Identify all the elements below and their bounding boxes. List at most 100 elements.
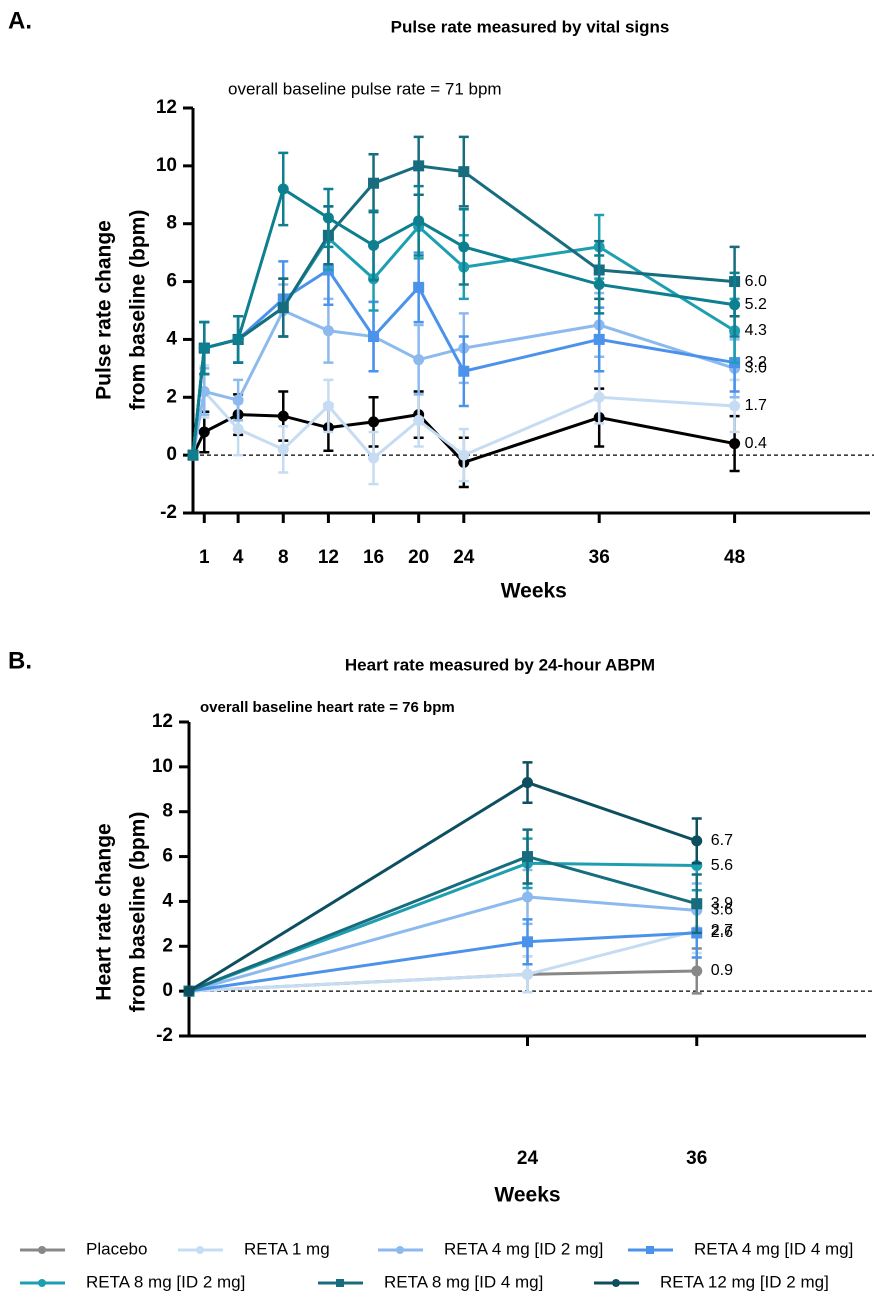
panel-label: A. xyxy=(8,7,32,34)
series: 6.0 xyxy=(187,135,767,461)
y-tick-label: 8 xyxy=(162,801,173,822)
x-tick-label: 4 xyxy=(233,547,244,568)
marker xyxy=(646,1246,654,1254)
x-tick-label: 24 xyxy=(517,1148,539,1169)
marker xyxy=(322,212,334,224)
data-label: 1.7 xyxy=(745,397,767,414)
marker xyxy=(198,386,210,397)
y-tick-label: 6 xyxy=(162,846,173,867)
marker xyxy=(691,835,703,847)
annotation: overall baseline heart rate = 76 bpm xyxy=(200,699,455,716)
data-label: 5.2 xyxy=(745,296,767,313)
x-tick-label: 48 xyxy=(724,547,745,568)
y-tick-label: 0 xyxy=(162,980,173,1001)
y-tick-label: 0 xyxy=(166,444,177,465)
marker xyxy=(413,160,425,172)
marker xyxy=(522,891,533,903)
marker xyxy=(38,1246,46,1254)
marker xyxy=(38,1279,46,1287)
data-label: 2.6 xyxy=(711,924,733,941)
chart-title: Heart rate measured by 24-hour ABPM xyxy=(345,655,655,674)
x-tick-label: 1 xyxy=(199,547,210,568)
marker xyxy=(196,1246,204,1254)
y-tick-label: 8 xyxy=(166,213,177,234)
marker xyxy=(368,416,380,428)
marker xyxy=(232,333,244,345)
marker xyxy=(729,299,741,311)
legend-label: RETA 4 mg [ID 2 mg] xyxy=(444,1239,603,1258)
marker xyxy=(277,410,289,422)
legend: Placebo RETA 1 mg RETA 4 mg [ID 2 mg] RETA … xyxy=(20,1239,853,1291)
marker xyxy=(232,423,244,435)
y-axis-label: from baseline (bpm) xyxy=(127,210,150,411)
series-line xyxy=(191,413,735,465)
marker xyxy=(368,331,380,343)
y-tick-label: 10 xyxy=(156,155,177,176)
data-label: 6.0 xyxy=(745,273,767,290)
legend-label: RETA 12 mg [ID 2 mg] xyxy=(660,1272,829,1291)
panel-label: B. xyxy=(8,647,32,674)
x-tick-label: 12 xyxy=(318,547,339,568)
y-tick-label: 12 xyxy=(156,97,177,118)
marker xyxy=(198,426,210,438)
data-label: 3.9 xyxy=(711,895,733,912)
marker xyxy=(691,965,703,977)
marker xyxy=(729,438,741,450)
x-axis-label: Weeks xyxy=(494,1184,560,1207)
marker xyxy=(458,166,470,178)
series-line xyxy=(191,308,736,456)
marker xyxy=(522,777,533,789)
marker xyxy=(183,985,195,997)
y-tick-label: 2 xyxy=(166,386,177,407)
legend-label: RETA 8 mg [ID 2 mg] xyxy=(86,1272,245,1291)
legend-label: Placebo xyxy=(86,1239,147,1258)
y-tick-label: -2 xyxy=(160,502,177,523)
series: 3.2 xyxy=(187,234,767,461)
marker xyxy=(368,452,380,464)
series: 5.2 xyxy=(187,151,767,461)
marker xyxy=(413,281,425,293)
x-tick-label: 20 xyxy=(408,547,429,568)
marker xyxy=(522,851,533,863)
series-line xyxy=(191,186,735,456)
marker xyxy=(336,1279,344,1287)
marker xyxy=(198,342,210,354)
y-axis-label: from baseline (bpm) xyxy=(127,812,150,1013)
data-label: 5.6 xyxy=(711,857,733,874)
series: 2.6 xyxy=(183,906,733,997)
legend-label: RETA 4 mg [ID 4 mg] xyxy=(694,1239,853,1258)
y-axis-label: Heart rate change xyxy=(93,823,116,1000)
series: 1.7 xyxy=(187,364,767,486)
chart-panel: B. Heart rate measured by 24-hour ABPM ove… xyxy=(8,647,874,1207)
series-line xyxy=(191,388,735,461)
y-axis-label: Pulse rate change xyxy=(93,220,116,400)
data-label: 3.6 xyxy=(711,902,733,919)
marker xyxy=(522,936,533,948)
data-label: 0.9 xyxy=(711,962,733,979)
data-label: 3.2 xyxy=(745,354,767,371)
data-label: 6.7 xyxy=(711,832,733,849)
marker xyxy=(322,325,334,337)
marker xyxy=(612,1279,620,1287)
data-label: 2.7 xyxy=(711,922,733,939)
marker xyxy=(593,278,605,290)
marker xyxy=(413,215,425,227)
marker xyxy=(593,333,605,345)
marker xyxy=(368,239,380,251)
marker xyxy=(593,391,605,403)
chart-panel: A. Pulse rate measured by vital signs over… xyxy=(8,7,874,603)
series: 6.7 xyxy=(183,761,733,997)
marker xyxy=(232,394,244,406)
x-tick-label: 36 xyxy=(686,1148,707,1169)
y-tick-label: 12 xyxy=(152,711,173,732)
y-tick-label: 10 xyxy=(152,756,173,777)
legend-label: RETA 8 mg [ID 4 mg] xyxy=(384,1272,543,1291)
marker xyxy=(277,183,289,195)
x-tick-label: 36 xyxy=(589,547,610,568)
marker xyxy=(458,449,470,461)
x-tick-label: 8 xyxy=(278,547,289,568)
series: 0.9 xyxy=(183,947,733,997)
chart-title: Pulse rate measured by vital signs xyxy=(391,17,670,36)
marker xyxy=(729,400,741,412)
